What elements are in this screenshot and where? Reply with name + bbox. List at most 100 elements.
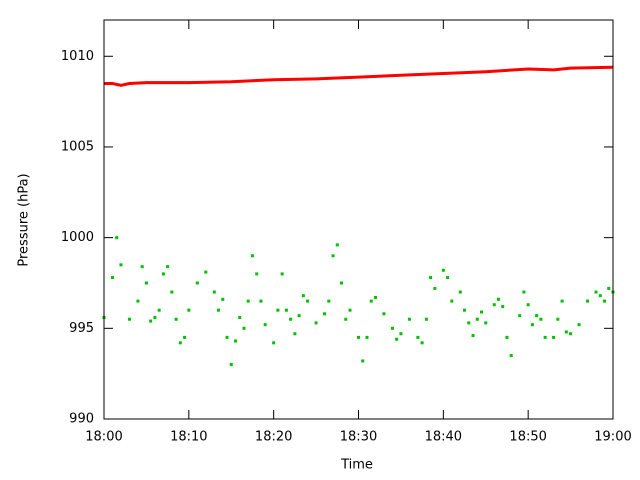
data-point [552,335,556,339]
data-point [212,290,216,294]
data-point [569,332,573,336]
data-point [530,323,534,327]
y-tick-label: 1000 [61,230,94,245]
x-tick-label: 18:40 [425,430,462,445]
data-point [174,317,178,321]
data-point [263,323,267,327]
data-point [594,290,598,294]
data-point [259,299,263,303]
data-point [365,335,369,339]
x-tick-label: 18:00 [85,430,122,445]
data-point [598,294,602,298]
data-point [501,305,505,309]
data-point [484,321,488,325]
data-point [157,308,161,312]
data-point [178,341,182,345]
data-point [289,317,293,321]
data-point [280,272,284,276]
data-point [505,335,509,339]
data-point [395,337,399,341]
data-point [390,326,394,330]
data-point [323,312,327,316]
data-point [229,363,233,367]
data-point [115,236,119,240]
data-point [361,359,365,363]
data-point [492,303,496,307]
data-point [144,281,148,285]
data-point [340,281,344,285]
data-point [195,281,199,285]
data-point [373,295,377,299]
x-tick-label: 18:50 [509,430,546,445]
data-point [496,297,500,301]
data-point [446,276,450,280]
data-point [458,290,462,294]
data-point [539,317,543,321]
data-point [297,314,301,318]
y-axis-label: Pressure (hPa) [17,173,32,266]
data-point [509,354,513,358]
data-point [314,321,318,325]
data-point [471,334,475,338]
data-point [204,270,208,274]
series-line [104,65,614,87]
data-point [301,294,305,298]
data-point [441,268,445,272]
data-point [250,254,254,258]
data-point [255,272,259,276]
data-point [429,276,433,280]
data-point [348,308,352,312]
data-point [166,265,170,269]
data-point [357,335,360,339]
data-point [293,332,297,336]
x-tick-label: 18:30 [340,430,377,445]
data-point [110,276,114,280]
y-tick-label: 995 [69,321,94,336]
data-point [335,243,339,247]
data-point [225,335,229,339]
x-tick-label: 19:00 [594,430,631,445]
data-point [543,335,547,339]
data-point [560,299,564,303]
data-point [407,317,411,321]
y-tick-label: 1010 [61,49,94,64]
data-point [399,332,403,336]
data-point [607,286,611,290]
data-point [140,265,144,269]
data-point [603,299,607,303]
data-point [221,297,225,301]
data-point [238,315,242,319]
plot-frame [103,19,614,420]
data-point [475,317,479,321]
data-point [327,299,331,303]
data-point [272,341,276,345]
data-point [564,330,568,334]
data-point [518,314,522,318]
data-point [149,319,153,323]
data-point [233,339,237,343]
data-point [556,317,560,321]
data-point [369,299,373,303]
y-tick-label: 990 [69,412,94,427]
data-point [127,317,131,321]
data-point [284,308,288,312]
data-point [344,317,348,321]
data-point [331,254,335,258]
data-point [242,326,246,330]
data-point [577,323,581,327]
data-point [535,314,539,318]
data-point [433,286,437,290]
x-tick-label: 18:20 [255,430,292,445]
y-tick-label: 1005 [61,139,94,154]
data-point [153,315,157,319]
x-axis-label: Time [340,458,373,473]
data-point [217,308,221,312]
data-point [306,299,310,303]
data-point [382,312,386,316]
data-point [450,299,454,303]
data-point [424,317,428,321]
data-point [467,321,471,325]
data-point [246,299,250,303]
